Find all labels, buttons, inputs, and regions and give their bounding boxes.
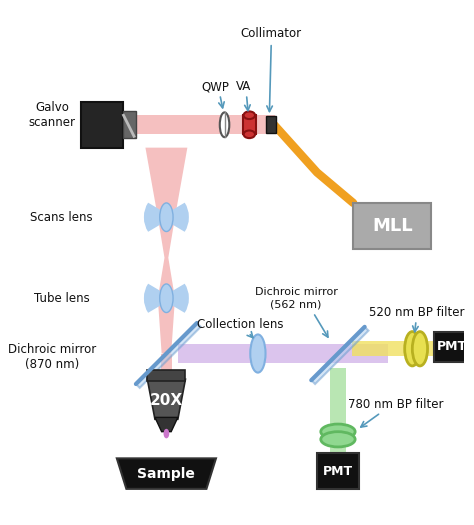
Text: Collection lens: Collection lens (198, 319, 284, 331)
Polygon shape (147, 379, 185, 419)
Text: 780 nm BP filter: 780 nm BP filter (348, 398, 444, 412)
Polygon shape (158, 217, 175, 298)
Text: Dichroic mirror
(870 nm): Dichroic mirror (870 nm) (8, 343, 96, 371)
Ellipse shape (164, 429, 169, 438)
Text: Scans lens: Scans lens (30, 211, 93, 224)
Bar (164, 432, 168, 436)
Bar (317, 453, 359, 489)
Bar (353, 203, 431, 249)
Bar (243, 116, 256, 134)
Ellipse shape (250, 334, 265, 373)
Ellipse shape (244, 131, 255, 138)
Text: Collimator: Collimator (241, 27, 302, 40)
Text: Galvo
scanner: Galvo scanner (28, 101, 75, 129)
Bar (161, 353, 172, 379)
Ellipse shape (244, 111, 255, 119)
Ellipse shape (405, 332, 420, 366)
Text: PMT: PMT (323, 465, 353, 478)
Ellipse shape (160, 284, 173, 312)
Ellipse shape (220, 112, 229, 137)
Polygon shape (136, 323, 201, 388)
Text: Sample: Sample (137, 467, 195, 480)
Bar (330, 368, 346, 472)
Polygon shape (155, 417, 178, 432)
Bar (147, 370, 185, 381)
Ellipse shape (160, 203, 173, 232)
Polygon shape (158, 298, 175, 353)
Bar (178, 344, 389, 363)
Ellipse shape (321, 432, 355, 447)
Bar (352, 341, 438, 356)
Text: QWP: QWP (201, 80, 229, 93)
Ellipse shape (321, 424, 355, 439)
Text: Tube lens: Tube lens (34, 292, 90, 304)
Text: Dichroic mirror
(562 nm): Dichroic mirror (562 nm) (255, 288, 337, 309)
Bar (265, 116, 276, 133)
Bar (123, 111, 136, 138)
Polygon shape (146, 148, 187, 217)
Text: MLL: MLL (372, 217, 412, 235)
Text: 20X: 20X (150, 393, 183, 408)
Polygon shape (311, 327, 368, 384)
Text: VA: VA (236, 80, 251, 93)
Bar (125, 116, 275, 134)
Polygon shape (117, 458, 216, 489)
Bar (81, 102, 123, 148)
Text: PMT: PMT (438, 340, 467, 353)
Text: 520 nm BP filter: 520 nm BP filter (369, 306, 465, 319)
Bar (434, 332, 471, 362)
Ellipse shape (412, 332, 428, 366)
